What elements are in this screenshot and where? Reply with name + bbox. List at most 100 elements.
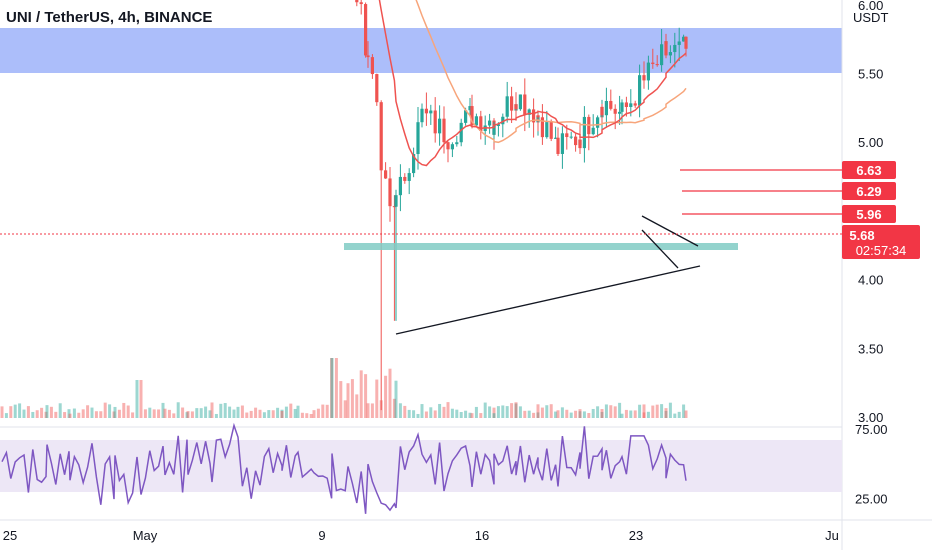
resistance-zone [0, 28, 842, 73]
volume-bar [651, 405, 655, 418]
candlestick-series [355, 0, 688, 411]
volume-bar [284, 406, 288, 418]
volume-bar [470, 413, 474, 418]
volume-bar [108, 404, 112, 418]
current-price-tag [842, 225, 920, 259]
volume-bar [113, 406, 117, 418]
candle-body [633, 103, 637, 106]
volume-bar [9, 406, 13, 418]
candle-body [532, 109, 536, 123]
volume-bar [375, 379, 379, 418]
volume-bar [392, 398, 396, 418]
volume-bar [673, 413, 677, 418]
volume-bar [620, 413, 624, 418]
volume-bar [536, 404, 540, 418]
price-tick-label: 6.00 [858, 0, 883, 13]
rsi-line [1, 422, 687, 514]
candle-body [455, 142, 459, 145]
candle-body [574, 136, 578, 146]
volume-bar [492, 413, 496, 418]
volume-bar [518, 406, 522, 418]
volume-bar [468, 412, 472, 418]
candle-body [510, 96, 514, 111]
candle-body [355, 0, 359, 3]
volume-bar [86, 405, 90, 418]
volume-bar [67, 409, 71, 418]
volume-bar [370, 403, 374, 418]
volume-bar [483, 402, 487, 418]
time-tick-label: Ju [825, 528, 839, 543]
price-tag-label: 5.96 [856, 207, 881, 222]
volume-bar [560, 407, 564, 418]
current-price-label: 5.68 [849, 228, 874, 243]
candle-body [459, 122, 463, 143]
volume-bar [26, 406, 30, 418]
candle-body [505, 96, 509, 117]
volume-bar [677, 411, 681, 418]
rsi-tick-label: 25.00 [855, 492, 888, 507]
time-axis[interactable]: 25 May 9 16 23 Ju [3, 528, 839, 543]
volume-bar [514, 402, 518, 418]
volume-bar [94, 411, 98, 418]
volume-bar [343, 400, 347, 418]
candle-body [501, 116, 505, 125]
volume-bar [527, 410, 531, 418]
candle-body [682, 36, 686, 42]
volume-bar [510, 403, 514, 418]
candle-body [660, 44, 664, 66]
volume-bar [45, 405, 49, 418]
volume-bar [459, 412, 463, 418]
volume-bar [574, 410, 578, 418]
candle-body [514, 104, 518, 110]
volume-bar [366, 403, 370, 418]
volume-bar [629, 410, 633, 418]
volume-bar [442, 406, 446, 418]
volume-bar [157, 409, 161, 418]
time-tick-label: 16 [475, 528, 489, 543]
volume-bar [565, 409, 569, 418]
rsi-tick-label: 75.00 [855, 422, 888, 437]
volume-bar [398, 403, 402, 418]
volume-bar [407, 409, 411, 418]
volume-bar [582, 411, 586, 418]
volume-bar [219, 403, 223, 418]
volume-bar [403, 405, 407, 418]
volume-bar [163, 408, 167, 418]
volume-bar [293, 408, 297, 418]
volume-bar [330, 358, 334, 418]
volume-bar [112, 411, 116, 418]
candle-body [638, 75, 642, 106]
candle-body [569, 136, 573, 138]
volume-bar [276, 407, 280, 418]
candle-body [523, 94, 527, 115]
volume-bar [416, 413, 420, 418]
volume-bar [68, 413, 72, 418]
candle-body [549, 122, 553, 139]
volume-bar [31, 411, 35, 418]
volume-bar [117, 409, 121, 418]
volume-bar [618, 402, 622, 418]
volume-bar [90, 407, 94, 418]
volume-bar [305, 413, 309, 418]
candle-body [629, 103, 633, 107]
volume-bar [540, 407, 544, 418]
candle-body [554, 137, 558, 139]
price-tag-label: 6.29 [856, 184, 881, 199]
volume-bar [49, 406, 53, 418]
candle-body [600, 106, 604, 116]
volume-bar [591, 408, 595, 418]
time-tick-label: May [133, 528, 158, 543]
volume-bar [54, 411, 58, 418]
volume-bar [81, 409, 85, 418]
volume-bar [181, 407, 185, 418]
price-tick-label: 3.00 [858, 410, 883, 425]
volume-bar [609, 405, 613, 418]
candle-body [642, 75, 646, 81]
volume-bar [642, 404, 646, 418]
candle-body [470, 106, 474, 126]
candle-body [394, 195, 398, 207]
volume-bar [429, 407, 433, 418]
volume-bar [474, 406, 478, 418]
volume-bar [339, 381, 343, 418]
